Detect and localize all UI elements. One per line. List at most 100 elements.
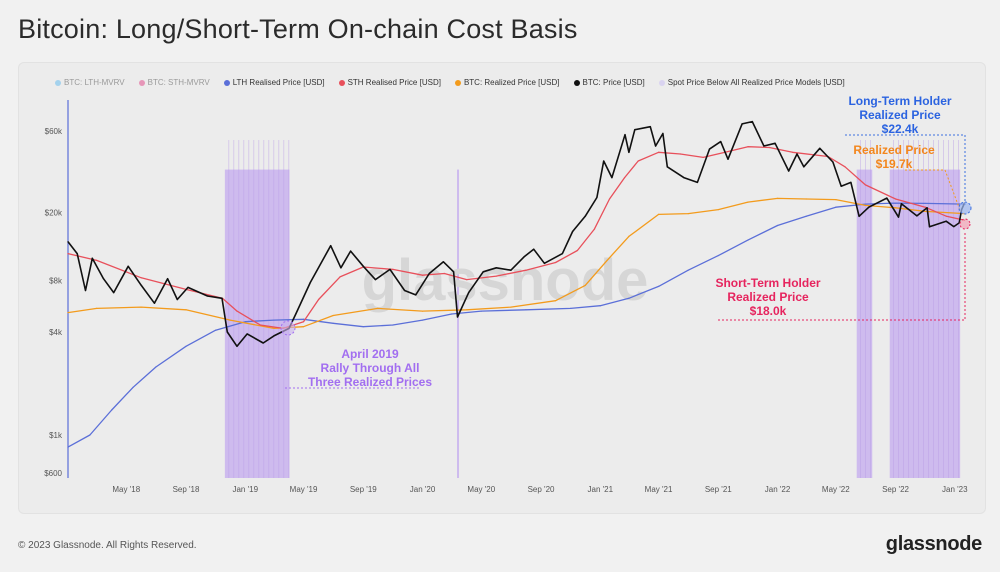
x-tick-label: Jan '19 xyxy=(232,485,258,494)
data-point-lth xyxy=(392,324,394,326)
legend-dot-icon xyxy=(223,79,230,86)
y-tick-label: $1k xyxy=(49,431,63,440)
legend-item[interactable]: BTC: Realized Price [USD] xyxy=(454,78,560,87)
data-point-lth xyxy=(89,434,91,436)
data-point-lth xyxy=(894,202,897,204)
data-point-sth xyxy=(554,261,557,264)
april-marker xyxy=(280,320,296,336)
legend-dot-icon xyxy=(573,79,580,86)
legend-dot-icon xyxy=(138,79,145,86)
data-point-sth xyxy=(525,269,527,271)
data-point-sth xyxy=(657,151,660,153)
data-point-price xyxy=(624,134,626,136)
data-point-price xyxy=(176,298,178,301)
axes: $600 $1k $4k $8k $20k $60k May '18 Sep '18 Jan '… xyxy=(44,100,968,494)
data-point-price xyxy=(796,153,798,155)
data-point-price xyxy=(953,225,955,228)
data-point-realized xyxy=(805,198,807,200)
data-point-price xyxy=(727,158,729,160)
data-point-price xyxy=(655,145,657,147)
data-point-price xyxy=(561,253,563,255)
legend-item[interactable]: BTC: STH-MVRV xyxy=(138,78,210,87)
series-lines xyxy=(67,120,966,448)
legend-label: BTC: LTH-MVRV xyxy=(64,78,125,87)
data-point-realized xyxy=(273,327,275,330)
data-point-lth xyxy=(332,322,334,324)
x-tick-label: May '22 xyxy=(822,485,850,494)
data-point-realized xyxy=(185,309,187,311)
series-line-lth xyxy=(67,202,965,448)
data-point-sth xyxy=(608,198,611,200)
data-point-sth xyxy=(844,166,846,168)
data-point-realized xyxy=(628,235,630,238)
data-point-price xyxy=(362,265,364,267)
data-point-lth xyxy=(421,319,424,321)
annotation-line: $22.4k xyxy=(881,122,919,136)
annotation-line: Three Realized Prices xyxy=(307,375,433,389)
x-tick-label: May '19 xyxy=(290,485,318,494)
data-point-realized xyxy=(864,204,867,207)
data-point-price xyxy=(649,126,651,128)
data-point-sth xyxy=(339,276,341,278)
legend-label: Spot Price Below All Realized Price Mode… xyxy=(667,78,845,87)
data-point-realized xyxy=(924,210,926,213)
legend-label: LTH Realised Price [USD] xyxy=(232,78,325,87)
shaded-range xyxy=(889,169,961,479)
x-tick-label: May '20 xyxy=(467,485,495,494)
data-point-price xyxy=(113,292,115,294)
data-point-lth xyxy=(835,206,837,208)
data-point-sth xyxy=(421,274,424,276)
data-point-lth xyxy=(776,224,779,227)
legend-item[interactable]: Spot Price Below All Realized Price Mode… xyxy=(658,78,845,87)
x-tick-label: Jan '20 xyxy=(410,485,436,494)
data-point-sth xyxy=(593,228,596,230)
data-point-sth xyxy=(236,310,238,312)
data-point-sth xyxy=(864,184,867,186)
data-point-sth xyxy=(791,151,794,153)
data-point-price xyxy=(456,316,459,318)
legend-item[interactable]: LTH Realised Price [USD] xyxy=(223,78,325,87)
sth-guide xyxy=(718,232,966,321)
data-point-price xyxy=(187,286,189,288)
annotation-line: Rally Through All xyxy=(320,361,420,375)
data-point-price xyxy=(584,215,586,217)
x-tick-label: Jan '23 xyxy=(942,485,968,494)
data-point-realized xyxy=(894,207,897,209)
data-point-realized xyxy=(554,300,557,302)
data-point-price xyxy=(666,166,668,168)
data-point-price xyxy=(708,148,711,150)
legend-item[interactable]: BTC: LTH-MVRV xyxy=(55,78,125,87)
data-point-price xyxy=(543,262,546,264)
data-point-lth xyxy=(67,446,69,448)
data-point-price xyxy=(330,245,332,247)
data-point-price xyxy=(803,166,805,168)
legend: BTC: LTH-MVRV BTC: STH-MVRV LTH Realised P… xyxy=(55,78,845,87)
data-point-lth xyxy=(451,313,453,315)
data-point-sth xyxy=(140,277,142,279)
series-line-sth xyxy=(67,146,965,330)
data-point-lth xyxy=(570,307,572,309)
legend-item[interactable]: BTC: Price [USD] xyxy=(573,78,645,87)
data-point-realized xyxy=(776,197,779,199)
data-point-price xyxy=(127,265,129,267)
legend-dot-icon xyxy=(338,79,345,86)
data-point-sth xyxy=(768,146,770,149)
legend-dot-icon xyxy=(658,79,665,86)
data-point-price xyxy=(611,177,613,179)
data-point-lth xyxy=(628,297,630,299)
data-point-price xyxy=(442,261,445,263)
data-point-price xyxy=(774,142,776,144)
data-point-price xyxy=(389,268,391,270)
x-tick-label: Sep '22 xyxy=(882,485,909,494)
legend-item[interactable]: STH Realised Price [USD] xyxy=(338,78,441,87)
data-point-realized xyxy=(584,284,586,286)
data-point-price xyxy=(832,161,834,163)
data-point-price xyxy=(468,292,470,294)
data-point-lth xyxy=(525,309,527,311)
data-point-price xyxy=(720,140,722,143)
data-point-price xyxy=(523,256,525,258)
data-point-sth xyxy=(392,268,394,270)
data-point-lth xyxy=(302,318,305,320)
data-point-realized xyxy=(140,306,142,308)
